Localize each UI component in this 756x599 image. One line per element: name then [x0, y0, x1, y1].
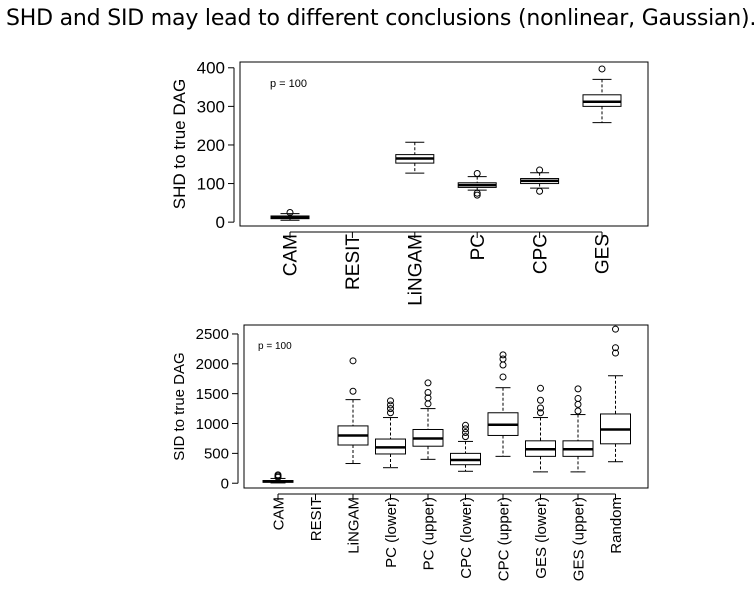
outlier-point — [574, 394, 582, 402]
x-tick-label: CPC (upper) — [495, 497, 512, 581]
box-cam — [262, 471, 294, 484]
box-ges-lower — [525, 384, 556, 473]
y-tick-label: 400 — [197, 59, 225, 78]
box-lingam — [337, 357, 369, 465]
outlier-point — [612, 325, 619, 333]
plot-frame — [243, 324, 649, 489]
box-cpc-lower — [450, 421, 481, 472]
panel-annotation: p = 100 — [270, 78, 307, 90]
outlier-point — [387, 401, 394, 409]
outlier-point — [499, 373, 507, 381]
outlier-point — [574, 385, 582, 393]
outlier-point — [536, 187, 544, 195]
y-tick-label: 100 — [197, 175, 225, 194]
x-tick-label: RESIT — [308, 497, 325, 541]
panel-annotation: p = 100 — [258, 341, 292, 352]
outlier-point — [274, 471, 282, 479]
x-tick-label: RESIT — [343, 234, 364, 290]
y-tick-label: 0 — [221, 475, 229, 492]
x-tick-label: CPC (lower) — [458, 497, 475, 579]
box-ges — [582, 65, 622, 124]
outlier-point — [462, 421, 469, 429]
outlier-point — [462, 425, 469, 433]
box-cpc-upper — [487, 351, 519, 457]
outlier-point — [612, 349, 619, 357]
y-tick-label: 500 — [204, 446, 229, 463]
x-tick-label: PC — [468, 234, 489, 260]
outlier-point — [473, 170, 481, 178]
outlier-point — [462, 433, 469, 441]
y-axis-label: SID to true DAG — [171, 352, 188, 460]
x-tick-label: PC (lower) — [383, 497, 400, 568]
y-tick-label: 300 — [197, 97, 225, 116]
y-tick-label: 2000 — [196, 356, 229, 373]
outlier-point — [612, 344, 619, 352]
x-tick-label: Random — [608, 497, 625, 554]
x-tick-label: GES — [593, 234, 614, 274]
outlier-point — [499, 351, 507, 359]
box-cam — [270, 208, 310, 221]
outlier-point — [462, 428, 469, 436]
outlier-point — [286, 208, 294, 216]
outlier-point — [536, 166, 544, 174]
outlier-point — [387, 405, 394, 413]
y-tick-label: 1500 — [196, 386, 229, 403]
box-cpc — [520, 166, 560, 195]
outlier-point — [598, 65, 606, 73]
outlier-point — [537, 384, 544, 392]
outlier-point — [349, 387, 357, 395]
box-pc — [457, 170, 497, 199]
outlier-point — [387, 409, 394, 417]
slide-title: SHD and SID may lead to different conclu… — [6, 6, 756, 31]
outlier-point — [424, 388, 432, 396]
chart-panel-2: 0 500 1000 1500 2000 2500 SID to true DAG p = 1… — [171, 324, 649, 581]
outlier-point — [499, 361, 507, 369]
x-tick-label: LiNGAM — [345, 497, 362, 554]
chart-panel-1: 0 100 200 300 400 SHD to true DAG p = 100 CAM RE… — [170, 59, 649, 306]
outlier-point — [574, 407, 582, 415]
box-lingam — [395, 141, 435, 174]
outlier-point — [537, 409, 544, 417]
outlier-point — [537, 396, 544, 404]
x-tick-label: CPC — [530, 234, 551, 274]
outlier-point — [473, 191, 481, 199]
box-pc-upper — [412, 379, 444, 460]
x-tick-label: CAM — [270, 497, 287, 530]
outlier-point — [537, 404, 544, 412]
y-tick-label: 2500 — [196, 326, 229, 343]
outlier-point — [424, 379, 432, 387]
outlier-point — [473, 189, 481, 197]
x-tick-label: GES (lower) — [533, 497, 550, 579]
y-tick-label: 1000 — [196, 416, 229, 433]
outlier-point — [349, 357, 357, 365]
box-ges-upper — [562, 385, 594, 473]
outlier-point — [387, 397, 394, 405]
y-axis-label: SHD to true DAG — [170, 79, 189, 209]
box-pc-lower — [375, 397, 406, 469]
y-tick-label: 0 — [216, 213, 225, 232]
plot-frame — [239, 61, 649, 227]
outlier-point — [424, 394, 432, 402]
x-tick-label: LiNGAM — [405, 234, 426, 306]
outlier-point — [574, 400, 582, 408]
outlier-point — [499, 355, 507, 363]
y-tick-label: 200 — [197, 136, 225, 155]
x-tick-label: GES (upper) — [570, 497, 587, 581]
x-tick-label: CAM — [281, 234, 302, 276]
outlier-point — [424, 400, 432, 408]
x-tick-label: PC (upper) — [420, 497, 437, 570]
box-random — [600, 325, 631, 463]
